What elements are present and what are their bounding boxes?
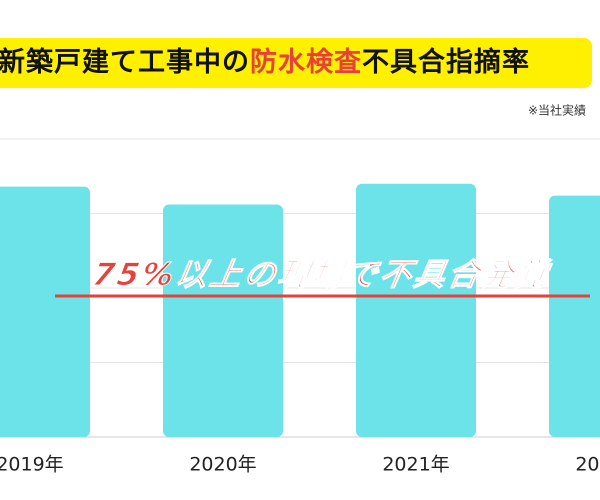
x-tick-label: 2019年 (0, 454, 64, 476)
x-tick-label: 2020年 (189, 454, 256, 476)
title-segment: 新築戸建て工事中の (0, 47, 250, 78)
title-segment: 不具合指摘率 (362, 47, 530, 78)
x-tick-label: 2021年 (382, 454, 449, 476)
bar (163, 204, 283, 437)
bar (549, 195, 600, 437)
title-segment: 防水検査 (250, 47, 362, 78)
annotation: 75%以上の現場で不具合発覚 (90, 257, 554, 293)
note: ※当社実績 (528, 103, 586, 118)
bar (0, 186, 90, 437)
x-tick-label: 2022年 (575, 454, 600, 476)
bar (356, 183, 476, 437)
chart-title: 新築戸建て工事中の防水検査不具合指摘率 (0, 38, 592, 88)
